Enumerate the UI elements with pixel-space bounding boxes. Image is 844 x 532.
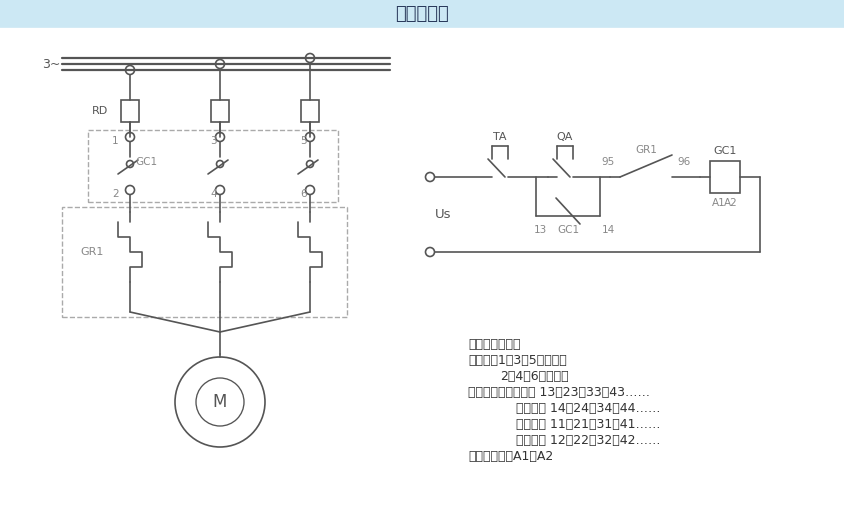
Text: 常闭出线 12，22，32，42……: 常闭出线 12，22，32，42…… xyxy=(516,434,661,446)
Circle shape xyxy=(215,60,225,69)
Bar xyxy=(88,130,338,202)
Circle shape xyxy=(306,161,313,168)
Text: GC1: GC1 xyxy=(135,157,157,167)
Text: 电气原理图: 电气原理图 xyxy=(395,5,449,23)
Text: Us: Us xyxy=(435,209,452,221)
Text: 96: 96 xyxy=(677,157,690,167)
Text: 辅助电路：常开进线 13，23，33，43……: 辅助电路：常开进线 13，23，33，43…… xyxy=(468,386,650,398)
Text: 3: 3 xyxy=(210,136,217,146)
Bar xyxy=(211,100,229,122)
Text: 常开出线 14，24，34，44……: 常开出线 14，24，34，44…… xyxy=(516,402,661,414)
Text: RD: RD xyxy=(92,106,108,116)
Text: 2，4，6为出线端: 2，4，6为出线端 xyxy=(500,370,569,383)
Circle shape xyxy=(306,54,315,62)
Text: GC1: GC1 xyxy=(713,146,737,156)
Text: 主电路：1，3，5为进线端: 主电路：1，3，5为进线端 xyxy=(468,353,567,367)
Text: 6: 6 xyxy=(300,189,306,199)
Bar xyxy=(121,100,139,122)
Circle shape xyxy=(126,65,134,74)
Text: A2: A2 xyxy=(724,198,738,208)
Bar xyxy=(710,161,740,193)
Text: M: M xyxy=(213,393,227,411)
Circle shape xyxy=(306,132,315,142)
Text: 常闭进线 11，21，31，41……: 常闭进线 11，21，31，41…… xyxy=(516,418,661,430)
Circle shape xyxy=(175,357,265,447)
Circle shape xyxy=(425,247,435,256)
Circle shape xyxy=(215,132,225,142)
Text: 接线端的标志：: 接线端的标志： xyxy=(468,337,521,351)
Circle shape xyxy=(215,186,225,195)
Text: GR1: GR1 xyxy=(80,247,103,257)
Text: 线圈接线端：A1，A2: 线圈接线端：A1，A2 xyxy=(468,450,554,462)
Circle shape xyxy=(127,161,133,168)
Text: 13: 13 xyxy=(534,225,547,235)
Text: 3~: 3~ xyxy=(42,57,61,71)
Circle shape xyxy=(126,132,134,142)
Text: A1: A1 xyxy=(712,198,726,208)
Bar xyxy=(0,0,844,27)
Text: 95: 95 xyxy=(602,157,615,167)
Text: QA: QA xyxy=(557,132,573,142)
Circle shape xyxy=(196,378,244,426)
Circle shape xyxy=(217,161,224,168)
Text: GC1: GC1 xyxy=(557,225,579,235)
Circle shape xyxy=(425,172,435,181)
Text: 1: 1 xyxy=(112,136,119,146)
Bar xyxy=(62,207,347,317)
Text: TA: TA xyxy=(493,132,506,142)
Text: GR1: GR1 xyxy=(635,145,657,155)
Text: 14: 14 xyxy=(602,225,615,235)
Bar xyxy=(301,100,319,122)
Circle shape xyxy=(126,186,134,195)
Circle shape xyxy=(306,186,315,195)
Text: 2: 2 xyxy=(112,189,119,199)
Text: 5: 5 xyxy=(300,136,306,146)
Text: 4: 4 xyxy=(210,189,217,199)
